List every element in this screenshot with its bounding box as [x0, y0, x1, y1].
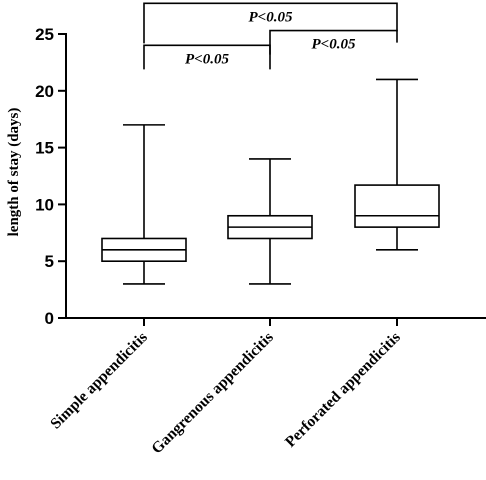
x-tick-label-0: Simple appendicitis [47, 329, 151, 433]
box-2 [354, 78, 440, 251]
y-tick-label-15: 15 [35, 139, 54, 158]
box-rect-2 [354, 184, 440, 228]
significance-brackets: P<0.05 P<0.05 P<0.05 [143, 2, 398, 70]
bracket-line-1 [269, 29, 398, 55]
y-tick-label-20: 20 [35, 82, 54, 101]
significance-label-0: P<0.05 [185, 51, 229, 67]
significance-label-1: P<0.05 [312, 37, 356, 53]
bracket-line-2 [143, 2, 398, 44]
y-axis-label: length of stay (days) [6, 108, 22, 237]
significance-1: P<0.05 [269, 29, 398, 55]
y-tick-label-10: 10 [35, 195, 54, 214]
significance-label-2: P<0.05 [249, 9, 293, 25]
y-tick-label-25: 25 [35, 25, 54, 44]
y-axis: 0 5 10 15 20 25 [35, 25, 67, 328]
significance-0: P<0.05 [143, 44, 271, 70]
y-tick-label-0: 0 [45, 309, 54, 328]
x-tick-label-2: Perforated appendicitis [282, 329, 404, 451]
bracket-line-0 [143, 44, 271, 70]
box-series [101, 78, 440, 285]
y-tick-label-5: 5 [45, 252, 54, 271]
x-tick-label-1: Gangrenous appendicitis [148, 329, 276, 457]
box-1 [227, 158, 313, 285]
significance-2: P<0.05 [143, 2, 398, 44]
box-0 [101, 124, 187, 285]
